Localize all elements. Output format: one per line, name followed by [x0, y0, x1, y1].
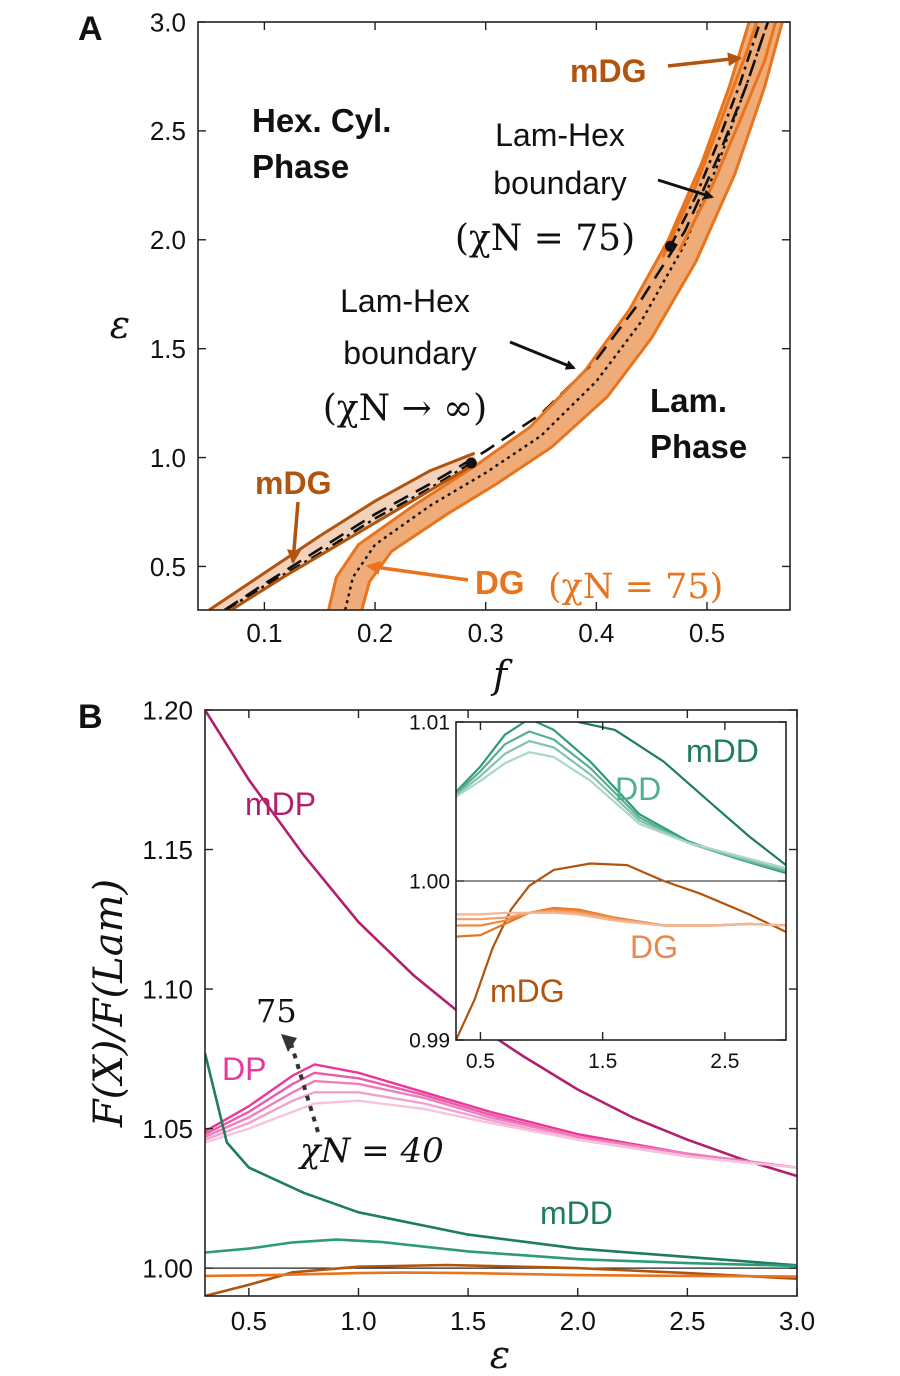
panel-a-series-6 [208, 451, 476, 610]
x-tick-label: 2.0 [560, 1306, 596, 1336]
inset-mdd-label: mDD [686, 733, 759, 769]
panel-a-series-5 [360, 22, 784, 610]
y-tick-label: 1.01 [409, 712, 450, 735]
panel-b-series-dd [205, 1238, 797, 1268]
panel-a-series-9 [677, 22, 778, 252]
panel-a-frame [197, 21, 791, 611]
y-tick-label: 1.5 [150, 334, 186, 364]
y-tick-label: 1.00 [142, 1253, 193, 1283]
x-tick-label: 1.5 [588, 1050, 617, 1073]
y-tick-label: 3.0 [150, 7, 186, 37]
lam-phase-label-line1: Lam. [650, 382, 727, 419]
dg-arrow [366, 560, 469, 582]
lam-phase-label-line2: Phase [650, 428, 747, 465]
y-tick-label: 1.20 [142, 695, 193, 725]
panel-a-series-4 [327, 22, 751, 610]
y-tick-label: 1.00 [409, 871, 450, 894]
panel-b-xlabel: ε [490, 1333, 510, 1376]
chi-direction-arrowhead [281, 1034, 297, 1052]
y-tick-label: 0.99 [409, 1030, 450, 1053]
y-tick-label: 2.0 [150, 225, 186, 255]
panel-b: 0.5 1.0 1.5 2.0 2.5 3.0 1.00 1.05 1.10 1.15 1.20 B… [78, 695, 815, 1376]
y-tick-label: 1.05 [142, 1114, 193, 1144]
x-tick-label: 2.5 [669, 1306, 705, 1336]
inset-dd-label: DD [615, 771, 661, 807]
triple-point-marker [465, 457, 477, 469]
dg-label-chi: (χN = 75) [548, 567, 723, 607]
panel-b-label: B [78, 698, 103, 736]
x-tick-label: 0.3 [468, 618, 504, 648]
y-tick-label: 1.15 [142, 835, 193, 865]
x-tick-label: 0.2 [357, 618, 393, 648]
mdg-top-arrow [667, 52, 742, 68]
mdg-top-label: mDG [570, 53, 646, 89]
lamhex75-label-line1: Lam-Hex [495, 117, 625, 153]
panel-b-series-mdd [205, 1052, 797, 1267]
triple-point-marker [664, 240, 676, 252]
panel-a-label: A [78, 10, 103, 48]
panel-b-series-dp [205, 1079, 797, 1169]
y-tick-label: 1.10 [142, 974, 193, 1004]
panel-a-series-8 [661, 22, 759, 258]
chi-75-label: 75 [256, 992, 297, 1030]
y-tick-label: 1.0 [150, 443, 186, 473]
inset-series-dd-n-40 [456, 751, 786, 870]
panel-a-series-0 [223, 22, 770, 610]
lamhex75-label-line3: (χN = 75) [455, 218, 635, 259]
panel-a-ylabel: ε [110, 303, 130, 347]
x-tick-label: 0.1 [246, 618, 282, 648]
panel-a: 0.1 0.2 0.3 0.4 0.50.51.01.52.02.53.0 A f ε … [78, 7, 791, 697]
panel-b-inset: 0.5 1.5 2.5 0.99 1.00 1.01 mDD DD DG mDG [409, 712, 787, 1073]
panel-a-series-3 [344, 22, 770, 610]
lamhexinf-arrow [509, 340, 576, 370]
x-tick-label: 0.5 [466, 1050, 495, 1073]
dg-label: DG [475, 564, 525, 601]
x-tick-label: 3.0 [779, 1306, 815, 1336]
x-tick-label: 2.5 [710, 1050, 739, 1073]
lamhex75-arrow [657, 178, 714, 200]
inset-series-dg-n-40 [456, 911, 786, 927]
chi-direction-arrow [288, 1039, 320, 1133]
x-tick-label: 0.4 [578, 618, 614, 648]
inset-mdg-label: mDG [490, 973, 565, 1009]
panel-b-series-mdg [205, 1263, 797, 1296]
lamhexinf-label-line3: (χN → ∞) [323, 388, 487, 429]
chi-40-label: χN = 40 [298, 1131, 444, 1171]
panel-b-series-dg [205, 1271, 797, 1278]
hex-phase-label-line2: Phase [252, 148, 349, 185]
lamhexinf-label-line2: boundary [343, 335, 476, 371]
y-tick-label: 0.5 [150, 552, 186, 582]
mdg-left-arrow [287, 501, 301, 564]
mdg-left-label: mDG [255, 465, 331, 501]
mdg-band-fill [209, 453, 475, 610]
lamhexinf-label-line1: Lam-Hex [340, 283, 470, 319]
lamhex75-label-line2: boundary [493, 165, 626, 201]
inset-series-mdd [577, 722, 786, 866]
mdp-label: mDP [245, 786, 316, 822]
x-tick-label: 0.5 [231, 1306, 267, 1336]
panel-b-frame [204, 709, 798, 1297]
panel-b-ylabel: F(X)/F(Lam) [86, 879, 132, 1128]
panel-a-xlabel: f [490, 653, 513, 697]
hex-phase-label-line1: Hex. Cyl. [252, 102, 391, 139]
mdd-label: mDD [540, 1195, 613, 1231]
x-tick-label: 0.5 [689, 618, 725, 648]
dp-label: DP [222, 1051, 266, 1087]
x-tick-label: 1.0 [340, 1306, 376, 1336]
panel-b-series-dp-n-75 [205, 1063, 797, 1169]
y-tick-label: 2.5 [150, 116, 186, 146]
x-tick-label: 1.5 [450, 1306, 486, 1336]
inset-series-mdg [456, 862, 786, 1040]
inset-dg-label: DG [630, 929, 678, 965]
panel-b-series-dp-n-40 [205, 1099, 797, 1169]
panel-a-series-7 [230, 462, 476, 610]
panel-a-series-1 [225, 461, 472, 610]
